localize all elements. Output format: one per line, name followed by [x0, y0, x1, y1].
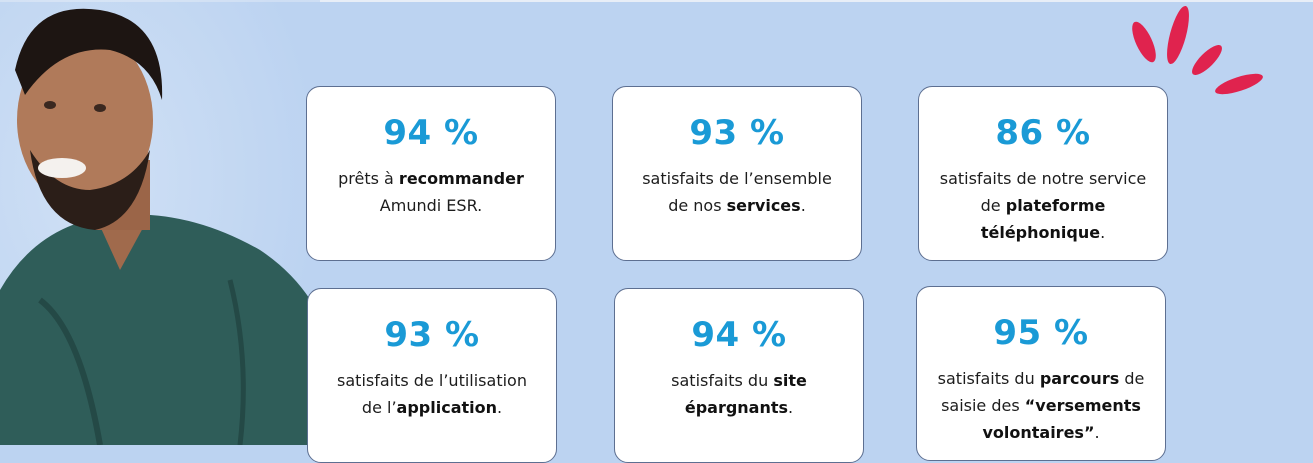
stat-description: satisfaits de l’utilisation de l’applicat… — [337, 371, 527, 417]
stat-card-voluntary-payments: 95 % satisfaits du parcours de saisie des… — [916, 286, 1166, 461]
person-photo — [0, 0, 335, 445]
stat-value: 95 % — [993, 313, 1089, 353]
stat-description: satisfaits du parcours de saisie des “ver… — [937, 369, 1145, 442]
stat-value: 93 % — [384, 315, 480, 355]
stat-value: 93 % — [689, 113, 785, 153]
splash-decoration-icon — [1132, 5, 1263, 95]
stat-value: 94 % — [383, 113, 479, 153]
stat-description: prêts à recommander Amundi ESR. — [338, 169, 524, 215]
stat-card-services: 93 % satisfaits de l’ensemble de nos serv… — [612, 86, 862, 261]
stat-card-application: 93 % satisfaits de l’utilisation de l’app… — [307, 288, 557, 463]
stat-card-recommend: 94 % prêts à recommander Amundi ESR. — [306, 86, 556, 261]
stat-value: 94 % — [691, 315, 787, 355]
top-border — [0, 0, 1313, 2]
stat-card-phone-platform: 86 % satisfaits de notre service de plate… — [918, 86, 1168, 261]
stat-card-website: 94 % satisfaits du site épargnants. — [614, 288, 864, 463]
stat-value: 86 % — [995, 113, 1091, 153]
stat-description: satisfaits de l’ensemble de nos services. — [642, 169, 832, 215]
stat-description: satisfaits de notre service de plateforme… — [939, 169, 1147, 242]
stat-description: satisfaits du site épargnants. — [671, 371, 807, 417]
